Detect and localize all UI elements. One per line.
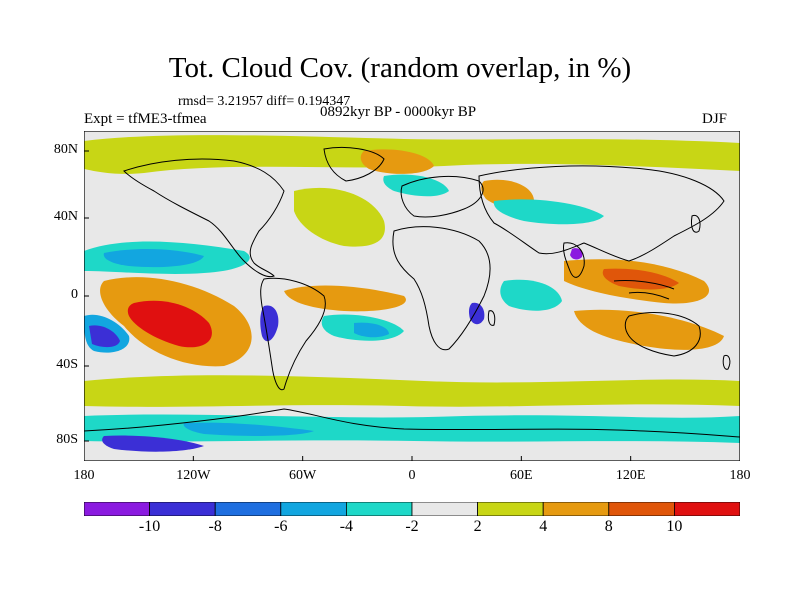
period-label: 0892kyr BP - 0000kyr BP xyxy=(320,104,477,120)
experiment-label: Expt = tfME3-tfmea xyxy=(84,111,207,127)
colorbar-segment xyxy=(280,502,347,516)
coast-greenland xyxy=(323,146,385,182)
colorbar-label: 4 xyxy=(539,518,548,535)
coast-japan xyxy=(691,214,701,233)
colorbar-label: -6 xyxy=(274,518,288,535)
anomaly-neg-asia xyxy=(493,199,604,225)
anomaly-neg-indian xyxy=(500,279,562,311)
coast-antarctica xyxy=(84,408,740,438)
anomaly-neg-pacific-sw-core xyxy=(89,325,120,348)
lon-label: 120E xyxy=(615,468,646,483)
lon-label: 180 xyxy=(729,468,751,483)
anomaly-pos-atlantic xyxy=(294,187,385,247)
colorbar-label: 2 xyxy=(473,518,482,535)
colorbar-label: 8 xyxy=(604,518,613,535)
colorbar-segment xyxy=(674,502,740,516)
anomaly-pos-pacific-s-core xyxy=(127,300,212,348)
coast-madagascar xyxy=(487,310,496,326)
colorbar-label: 10 xyxy=(666,518,683,535)
stats-text: rmsd= 3.21957 diff= 0.194347 xyxy=(178,94,351,109)
season-label: DJF xyxy=(702,111,728,127)
anomaly-neg-southern-core xyxy=(183,422,314,436)
coast-new-zealand xyxy=(722,354,731,370)
lat-label: 80S xyxy=(56,432,78,447)
colorbar-segment xyxy=(149,502,216,516)
anomaly-neg-tibet xyxy=(570,248,583,260)
colorbar-segment xyxy=(84,502,150,516)
colorbar-label: -4 xyxy=(339,518,354,535)
coast-indonesia xyxy=(613,280,675,300)
coast-asia xyxy=(478,165,725,262)
colorbar-segment xyxy=(214,502,282,516)
colorbar-segment xyxy=(411,502,478,516)
anomaly-map xyxy=(84,131,740,461)
colorbar-segment xyxy=(477,502,544,516)
colorbar-segment xyxy=(608,502,675,516)
colorbar-segment xyxy=(542,502,610,516)
colorbar xyxy=(84,502,740,516)
figure-title: Tot. Cloud Cov. (random overlap, in %) xyxy=(168,52,632,84)
coast-india xyxy=(563,242,585,278)
anomaly-pos-southern xyxy=(84,375,740,407)
axis-ticks xyxy=(84,150,740,461)
lat-label: 80N xyxy=(53,142,78,157)
coast-africa xyxy=(392,226,491,351)
colorbar-label: -10 xyxy=(138,518,161,535)
lon-label: 60E xyxy=(510,468,533,483)
lon-label: 0 xyxy=(408,468,416,483)
coast-europe xyxy=(400,176,484,218)
lon-label: 60W xyxy=(289,468,317,483)
anomaly-neg-pacific-n-core xyxy=(103,249,204,268)
coast-australia xyxy=(624,312,701,357)
colorbar-segment xyxy=(345,502,413,516)
lon-label: 180 xyxy=(73,468,95,483)
anomaly-pos-aus xyxy=(574,309,724,350)
lat-label: 40S xyxy=(56,357,78,372)
anomaly-pos-eq-atl xyxy=(284,285,406,312)
lon-label: 120W xyxy=(176,468,211,483)
coast-south-america xyxy=(260,277,326,391)
colorbar-label: -2 xyxy=(405,518,419,535)
coastlines xyxy=(84,146,740,438)
anomaly-neg-samerica xyxy=(260,305,279,342)
anomaly-neg-eurasia xyxy=(383,174,449,197)
anomaly-neg-antarctic xyxy=(102,435,204,452)
anomaly-neg-africa xyxy=(468,302,485,325)
coast-north-america xyxy=(123,158,285,278)
lat-label: 40N xyxy=(53,209,78,224)
lat-label: 0 xyxy=(71,287,78,302)
colorbar-label: -8 xyxy=(208,518,222,535)
anomaly-neg-atl-s-core xyxy=(354,322,389,338)
